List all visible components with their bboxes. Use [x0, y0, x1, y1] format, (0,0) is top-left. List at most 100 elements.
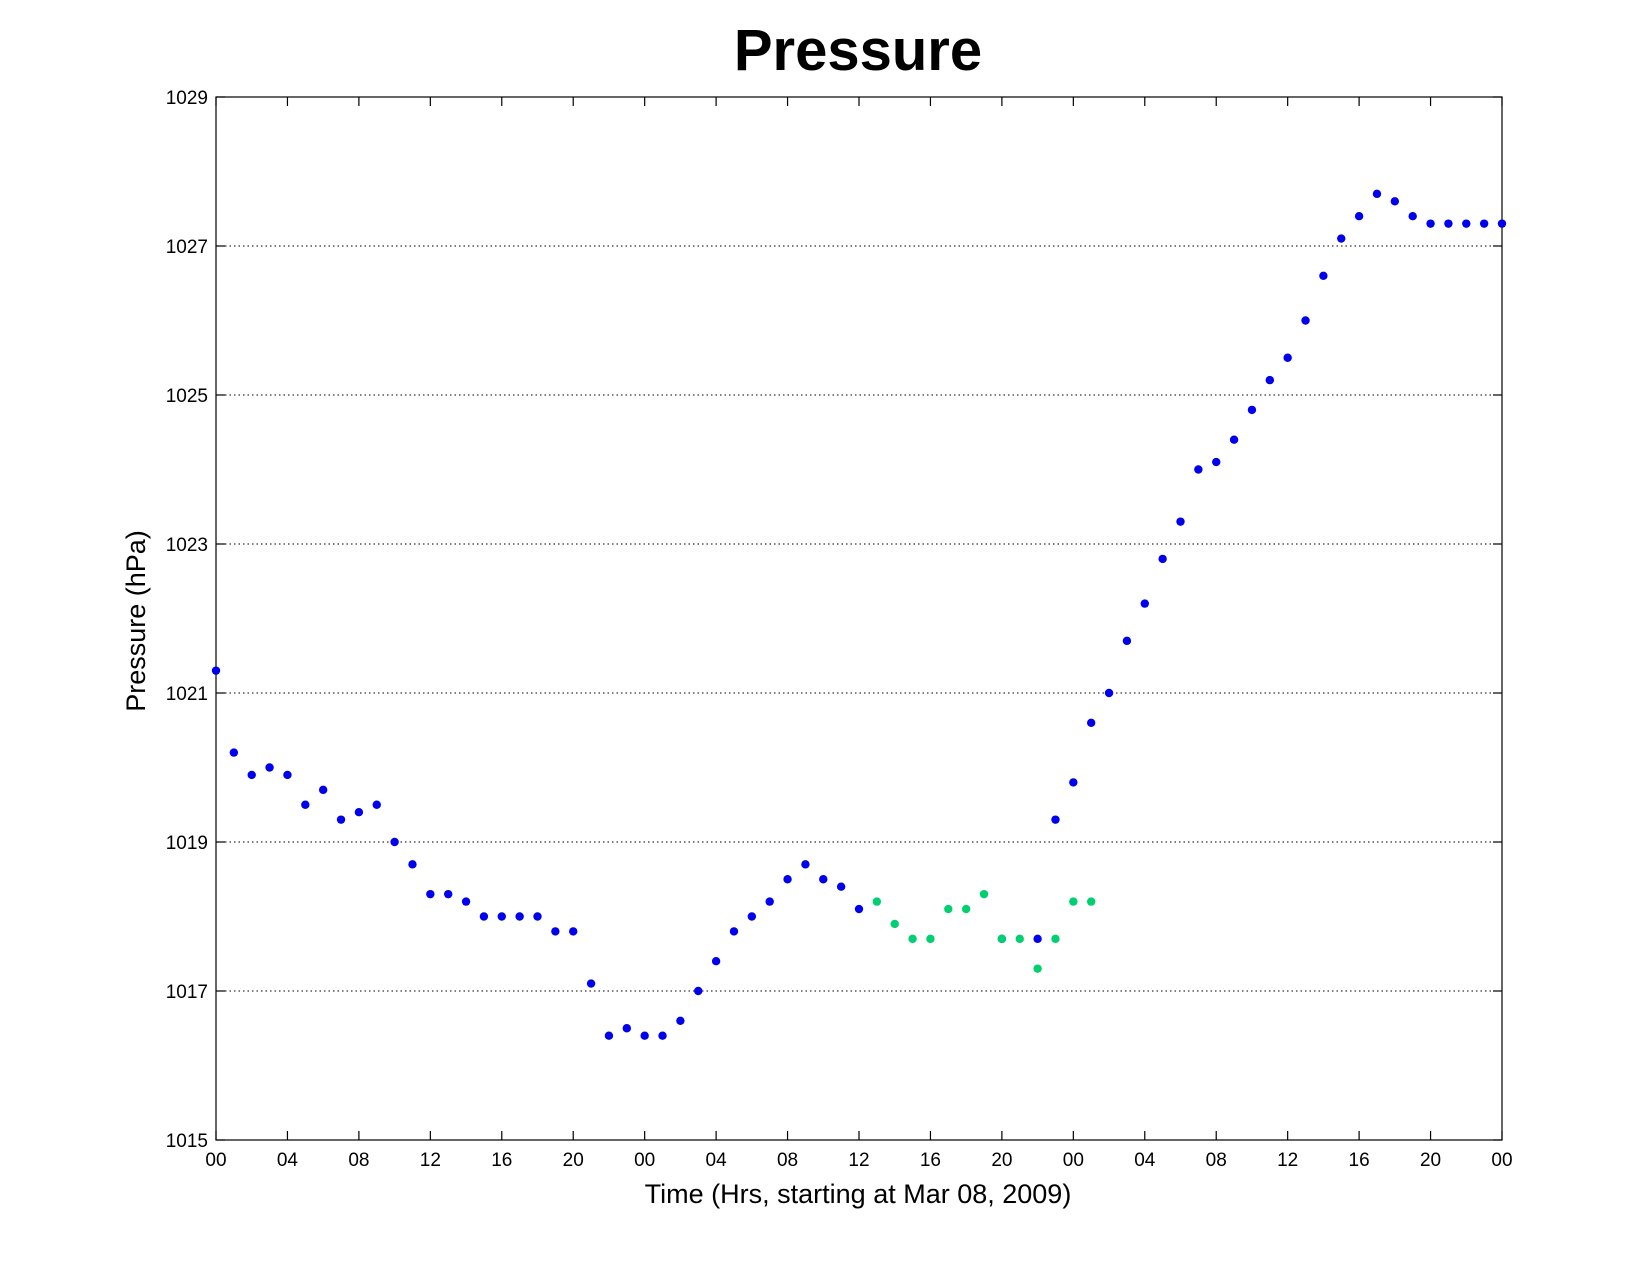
grid-lines [216, 245, 1502, 992]
data-point [515, 912, 524, 921]
data-point [354, 808, 364, 817]
data-point [390, 837, 399, 847]
x-tick-label: 12 [420, 1150, 441, 1171]
data-point [533, 912, 542, 921]
x-tick-label: 16 [491, 1150, 512, 1171]
x-tick-label: 04 [706, 1150, 728, 1171]
data-point [586, 979, 596, 988]
data-point [1140, 599, 1149, 608]
data-point [569, 927, 578, 936]
data-point [497, 912, 506, 921]
data-point [640, 1031, 649, 1040]
data-point [1354, 212, 1364, 221]
data-point [729, 927, 739, 936]
x-tick-label: 20 [1420, 1150, 1441, 1171]
x-tick-label: 20 [563, 1150, 584, 1171]
data-point [551, 927, 560, 936]
y-tick-label: 1019 [166, 833, 208, 854]
data-point [1069, 778, 1078, 787]
y-tick-label: 1015 [166, 1131, 208, 1152]
x-tick-label: 00 [1491, 1150, 1512, 1171]
data-point [1194, 465, 1203, 474]
data-point [1051, 815, 1060, 824]
data-point [1301, 316, 1310, 325]
data-point [1408, 212, 1417, 221]
data-point [908, 934, 917, 944]
data-points [211, 189, 1507, 1040]
data-point [765, 897, 774, 906]
x-tick-label: 08 [1206, 1150, 1227, 1171]
data-point [336, 815, 346, 824]
data-point [783, 875, 792, 884]
x-tick-label: 12 [848, 1150, 869, 1171]
data-point [979, 889, 989, 899]
series-green [872, 889, 1096, 973]
data-point [1015, 934, 1024, 944]
x-tick-label: 00 [205, 1150, 226, 1171]
data-point [1069, 897, 1078, 906]
data-point [604, 1031, 614, 1040]
data-point [283, 770, 292, 780]
data-point [229, 748, 239, 757]
data-point [1176, 517, 1185, 526]
x-tick-label: 08 [777, 1150, 798, 1171]
data-point [265, 763, 274, 772]
data-point [694, 986, 703, 996]
data-point [1104, 688, 1114, 698]
data-point [1426, 219, 1435, 228]
data-point [622, 1024, 632, 1033]
x-tick-label: 16 [920, 1150, 941, 1171]
data-point [1033, 934, 1042, 944]
data-point [1033, 964, 1042, 973]
data-point [408, 860, 417, 869]
data-point [854, 904, 864, 914]
data-point [247, 770, 256, 780]
data-point [301, 800, 310, 809]
data-point [1462, 219, 1471, 228]
x-axis-label: Time (Hrs, starting at Mar 08, 2009) [645, 1179, 1072, 1209]
tick-labels: 1015 1017 1019 1021 1023 1025 1027 1029 00 04 08 12… [166, 88, 1513, 1171]
data-point [944, 904, 953, 914]
data-point [836, 882, 846, 891]
data-point [443, 889, 453, 899]
data-point [372, 800, 381, 809]
data-point [1319, 271, 1328, 280]
data-point [1283, 353, 1292, 362]
data-point [318, 785, 328, 795]
data-point [961, 904, 971, 914]
y-axis-label: Pressure (hPa) [121, 530, 151, 712]
y-tick-label: 1023 [166, 535, 208, 556]
y-tick-label: 1029 [166, 88, 208, 109]
x-tick-label: 00 [634, 1150, 655, 1171]
data-point [801, 860, 810, 869]
data-point [211, 666, 221, 675]
axis-ticks [215, 96, 1503, 1141]
data-point [1444, 219, 1453, 228]
plot-frame [215, 96, 1503, 1141]
data-point [997, 934, 1007, 944]
data-point [461, 897, 471, 906]
y-tick-label: 1025 [166, 386, 208, 407]
data-point [1086, 897, 1096, 906]
data-point [1265, 375, 1275, 385]
data-point [1247, 405, 1257, 415]
data-point [1212, 457, 1221, 467]
data-point [711, 957, 721, 966]
x-tick-label: 12 [1277, 1150, 1298, 1171]
data-point [1497, 219, 1507, 228]
data-point [1158, 554, 1167, 564]
x-tick-label: 20 [991, 1150, 1012, 1171]
data-point [819, 875, 828, 884]
y-tick-label: 1027 [166, 237, 208, 258]
data-point [872, 897, 882, 906]
data-point [926, 934, 935, 944]
data-point [1051, 934, 1060, 944]
x-tick-label: 16 [1349, 1150, 1370, 1171]
x-tick-label: 00 [1063, 1150, 1084, 1171]
data-point [1086, 718, 1096, 727]
x-tick-label: 04 [277, 1150, 299, 1171]
data-point [1122, 636, 1132, 646]
data-point [1229, 435, 1239, 444]
